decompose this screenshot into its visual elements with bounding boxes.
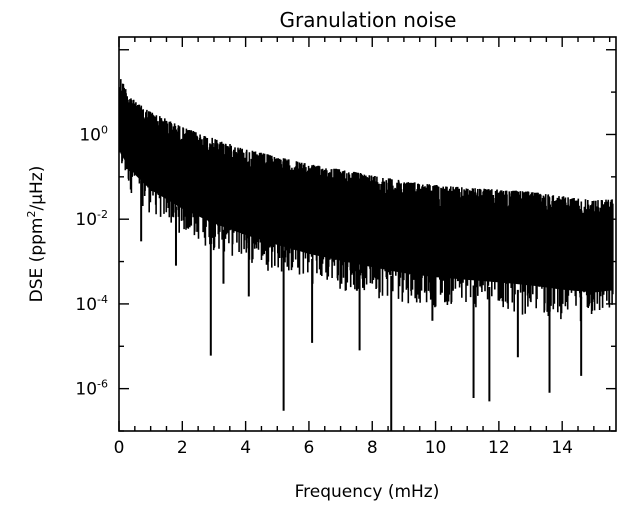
chart-title: Granulation noise xyxy=(279,8,456,32)
y-tick-label: 10-4 xyxy=(75,293,108,315)
plot-frame xyxy=(118,36,617,432)
x-tick-label: 10 xyxy=(425,438,447,458)
y-tick-label: 10-2 xyxy=(75,208,108,230)
y-tick-base: 10 xyxy=(75,380,97,400)
y-axis-label-superscript: 2 xyxy=(25,211,38,218)
y-axis-label: DSE (ppm2/μHz) xyxy=(25,166,47,303)
y-axis-label-main: DSE (ppm xyxy=(27,218,47,303)
y-tick-label: 10-6 xyxy=(75,378,108,400)
y-tick-base: 10 xyxy=(75,295,97,315)
series-trace xyxy=(118,79,614,431)
x-tick-label: 2 xyxy=(177,438,188,458)
y-tick-base: 10 xyxy=(75,210,97,230)
x-tick-label: 8 xyxy=(367,438,378,458)
x-tick-label: 14 xyxy=(551,438,573,458)
x-tick-label: 4 xyxy=(240,438,251,458)
x-axis-label: Frequency (mHz) xyxy=(295,482,440,502)
y-tick-base: 10 xyxy=(79,125,101,145)
x-tick-label: 0 xyxy=(114,438,125,458)
y-tick-exponent: -6 xyxy=(97,378,108,391)
y-tick-label: 100 xyxy=(79,123,108,145)
x-tick-label: 6 xyxy=(304,438,315,458)
y-tick-exponent: -2 xyxy=(97,208,108,221)
x-axis: 0 2 4 6 8 10 12 14 xyxy=(114,37,611,458)
x-tick-label: 12 xyxy=(488,438,510,458)
y-tick-exponent: 0 xyxy=(101,123,108,136)
y-axis-label-tail: /μHz) xyxy=(27,166,47,211)
series-core-band xyxy=(119,103,613,293)
y-tick-exponent: -4 xyxy=(97,293,108,306)
